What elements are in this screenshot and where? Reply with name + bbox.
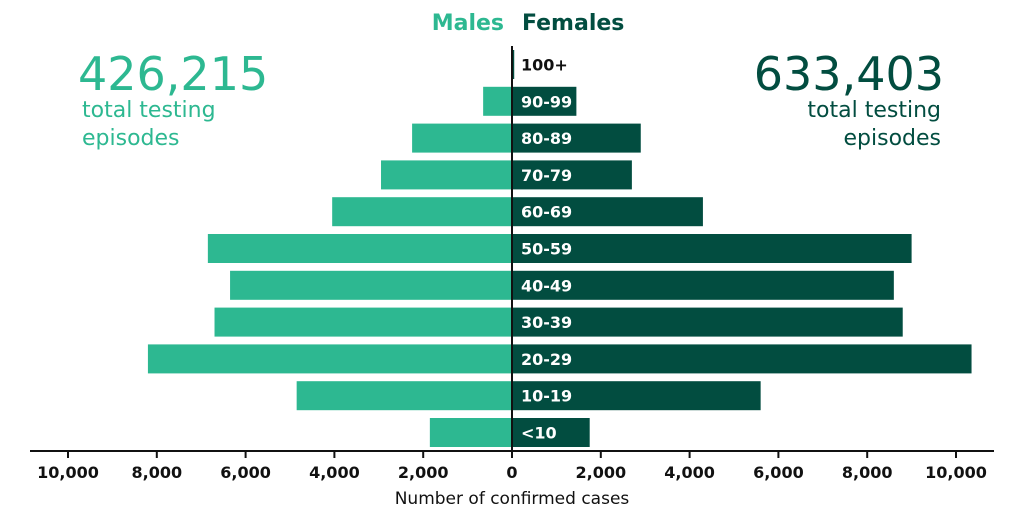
category-label-70-79: 70-79: [521, 166, 572, 185]
bar-males-20-29: [147, 344, 513, 374]
bar-males-30-39: [214, 307, 512, 337]
males-total-number: 426,215: [78, 47, 268, 101]
bar-females-70-79: [512, 160, 632, 190]
x-tick-label: 2,000: [398, 463, 449, 482]
x-tick-label: 0: [506, 463, 517, 482]
category-label-60-69: 60-69: [521, 203, 572, 222]
x-tick-label: 8,000: [131, 463, 182, 482]
category-label-90-99: 90-99: [521, 92, 572, 111]
x-tick-label: 2,000: [575, 463, 626, 482]
males-total-caption-line2: episodes: [82, 126, 180, 151]
bar-females-60-69: [512, 197, 703, 227]
legend-males-label: Males: [432, 11, 504, 36]
bar-females-10-19: [512, 381, 761, 411]
bar-males-60-69: [332, 197, 512, 227]
legend-females-label: Females: [522, 11, 624, 36]
category-label-30-39: 30-39: [521, 313, 572, 332]
bar-males-<10: [429, 418, 512, 447]
category-label-100+: 100+: [521, 56, 568, 75]
bar-females-100+: [512, 50, 515, 79]
bar-males-70-79: [381, 160, 512, 190]
bar-females-40-49: [512, 270, 894, 300]
category-labels-group: 100+ 90-99 80-89 70-79 60-69 50-59 40-49 30-39 2…: [521, 56, 572, 443]
females-total-number: 633,403: [754, 47, 944, 101]
bar-females-20-29: [512, 344, 972, 374]
bar-males-10-19: [296, 381, 512, 411]
females-total-caption-line1: total testing: [807, 98, 941, 123]
category-label-20-29: 20-29: [521, 350, 572, 369]
x-tick-label: 10,000: [925, 463, 987, 482]
category-label-<10: <10: [521, 424, 557, 443]
x-tick-label: 6,000: [220, 463, 271, 482]
x-tick-label: 4,000: [309, 463, 360, 482]
x-axis-title: Number of confirmed cases: [395, 489, 630, 509]
x-tick-label: 4,000: [664, 463, 715, 482]
category-label-40-49: 40-49: [521, 276, 572, 295]
bar-females-50-59: [512, 234, 912, 263]
males-total-caption-line1: total testing: [82, 98, 216, 123]
x-tick-label: 6,000: [753, 463, 804, 482]
bar-females-<10: [512, 418, 590, 447]
bar-females-90-99: [512, 86, 577, 116]
bar-males-80-89: [412, 123, 512, 153]
category-label-10-19: 10-19: [521, 387, 572, 406]
females-total-caption-line2: episodes: [844, 126, 942, 151]
x-tick-label: 8,000: [842, 463, 893, 482]
x-axis-ticks-group: 10,000 8,000 6,000 4,000 2,000 0 2,000 4,000 6,0…: [37, 451, 987, 482]
bar-males-40-49: [230, 270, 512, 300]
category-label-80-89: 80-89: [521, 129, 572, 148]
bar-females-80-89: [512, 123, 641, 153]
x-tick-label: 10,000: [37, 463, 99, 482]
bars-group: [147, 50, 972, 447]
bar-males-50-59: [207, 234, 513, 263]
bar-males-90-99: [483, 86, 512, 116]
category-label-50-59: 50-59: [521, 240, 572, 259]
bar-females-30-39: [512, 307, 903, 337]
